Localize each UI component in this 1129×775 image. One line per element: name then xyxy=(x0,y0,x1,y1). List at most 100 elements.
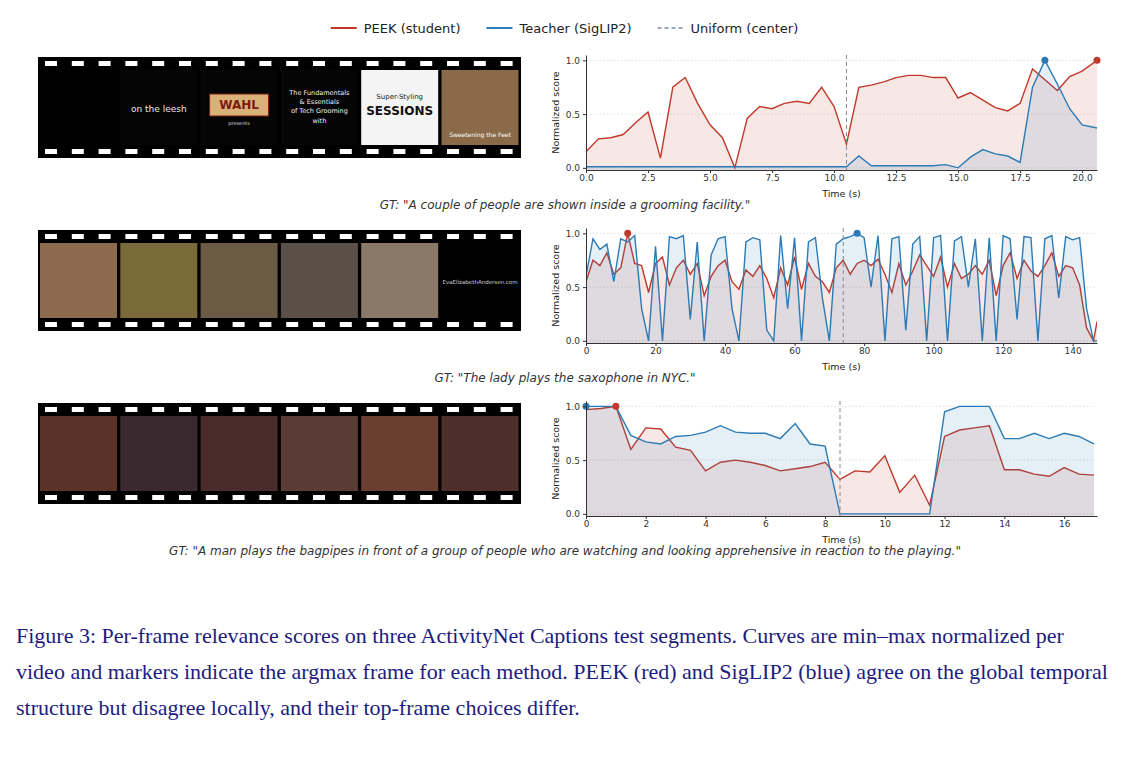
x-tick-label: 0 xyxy=(584,519,590,529)
y-tick: 0.0 xyxy=(566,163,586,173)
video-frame xyxy=(442,243,519,318)
sprocket-hole xyxy=(45,495,57,500)
y-axis: 0.00.51.0 xyxy=(566,229,587,347)
sprocket-hole xyxy=(259,149,271,154)
frame-text: of Tech Grooming xyxy=(291,107,348,115)
sprocket-hole xyxy=(286,61,298,66)
sprocket-hole xyxy=(474,149,486,154)
sprocket-hole xyxy=(474,61,486,66)
sprocket-hole xyxy=(72,495,84,500)
video-frame xyxy=(281,243,358,318)
x-tick-label: 6 xyxy=(763,519,769,529)
x-tick-label: 12 xyxy=(939,519,950,529)
sprocket-hole xyxy=(313,407,325,412)
y-tick-label: 0.0 xyxy=(566,509,581,519)
sprocket-hole xyxy=(286,149,298,154)
sprocket-hole xyxy=(501,61,513,66)
y-tick-mark xyxy=(583,341,586,342)
x-tick-label: 5.0 xyxy=(703,173,718,183)
argmax-marker xyxy=(1094,57,1101,64)
y-axis-title: Normalized score xyxy=(550,71,561,154)
series-line xyxy=(586,60,1097,167)
sprocket-hole xyxy=(393,234,405,239)
sprocket-hole xyxy=(420,407,432,412)
x-tick: 6 xyxy=(763,516,769,529)
video-frame xyxy=(40,70,117,145)
x-tick-label: 60 xyxy=(789,346,801,356)
frame-text: on the leesh xyxy=(131,104,187,114)
video-frame xyxy=(201,416,278,491)
x-tick: 8 xyxy=(823,516,829,529)
sprocket-hole xyxy=(179,234,191,239)
sprocket-hole xyxy=(125,61,137,66)
sprocket-hole xyxy=(45,407,57,412)
sprocket-hole xyxy=(99,234,111,239)
sprocket-hole xyxy=(179,407,191,412)
x-tick-label: 4 xyxy=(703,519,709,529)
series-area xyxy=(586,233,1097,343)
legend-label: PEEK (student) xyxy=(364,21,461,36)
y-axis-title: Normalized score xyxy=(550,417,561,500)
video-frame xyxy=(361,70,438,145)
sprocket-hole xyxy=(233,234,245,239)
sprocket-hole xyxy=(152,407,164,412)
argmax-marker xyxy=(854,230,861,237)
sprocket-hole xyxy=(447,407,459,412)
caption-line: structure but disagree locally, and thei… xyxy=(16,695,580,720)
sprocket-hole xyxy=(99,61,111,66)
sprocket-hole xyxy=(45,149,57,154)
y-tick: 0.5 xyxy=(566,455,586,465)
y-tick-mark xyxy=(583,60,586,61)
sprocket-hole xyxy=(447,61,459,66)
x-tick: 12 xyxy=(939,516,950,529)
sprocket-hole xyxy=(447,495,459,500)
y-axis: 0.00.51.0 xyxy=(566,402,587,520)
sprocket-hole xyxy=(340,322,352,327)
x-tick: 40 xyxy=(720,343,732,356)
panel: 02468101214160.00.51.0Time (s)Normalized… xyxy=(38,401,1098,558)
video-frame xyxy=(120,70,197,145)
x-tick-label: 7.5 xyxy=(765,173,779,183)
panel: on the leeshWAHLpresentsThe Fundamentals… xyxy=(38,55,1101,212)
video-frame xyxy=(201,70,278,145)
y-axis-line xyxy=(586,402,587,517)
sprocket-hole xyxy=(152,495,164,500)
frame-text: & Essentials xyxy=(300,98,340,106)
x-tick: 120 xyxy=(995,343,1012,356)
x-tick: 2 xyxy=(643,516,649,529)
sprocket-hole xyxy=(474,495,486,500)
frame-text: WAHL xyxy=(219,98,259,112)
sprocket-hole xyxy=(367,495,379,500)
sprocket-hole xyxy=(125,322,137,327)
sprocket-hole xyxy=(45,234,57,239)
sprocket-hole xyxy=(313,61,325,66)
sprocket-hole xyxy=(233,495,245,500)
sprocket-hole xyxy=(233,322,245,327)
x-tick: 20.0 xyxy=(1073,170,1093,183)
x-axis: 0.02.55.07.510.012.515.017.520.0 xyxy=(579,170,1097,183)
argmax-marker xyxy=(624,230,631,237)
frame-text: Super-Styling xyxy=(376,93,423,101)
sprocket-hole xyxy=(474,322,486,327)
figure: PEEK (student)Teacher (SigLIP2)Uniform (… xyxy=(0,0,1129,775)
sprocket-hole xyxy=(420,322,432,327)
sprocket-hole xyxy=(367,61,379,66)
sprocket-hole xyxy=(72,149,84,154)
y-tick: 0.0 xyxy=(566,336,586,346)
sprocket-hole xyxy=(72,322,84,327)
argmax-marker xyxy=(612,403,619,410)
x-tick: 0.0 xyxy=(579,170,594,183)
x-tick-label: 80 xyxy=(859,346,871,356)
x-tick: 0 xyxy=(584,343,590,356)
sprocket-hole xyxy=(367,407,379,412)
filmstrip xyxy=(38,403,521,504)
y-tick: 1.0 xyxy=(566,229,586,239)
x-tick-label: 10 xyxy=(880,519,892,529)
y-axis: 0.00.51.0 xyxy=(566,56,587,174)
filmstrip: on the leeshWAHLpresentsThe Fundamentals… xyxy=(38,57,521,158)
x-tick-label: 2 xyxy=(643,519,649,529)
sprocket-hole xyxy=(393,322,405,327)
y-tick-label: 0.0 xyxy=(566,163,581,173)
y-tick: 1.0 xyxy=(566,56,586,66)
sprocket-hole xyxy=(501,149,513,154)
